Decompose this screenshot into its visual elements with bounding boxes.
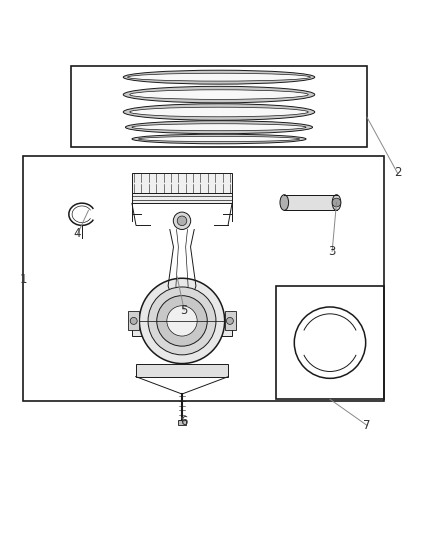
- Ellipse shape: [130, 107, 308, 117]
- Ellipse shape: [123, 70, 315, 84]
- Text: 4: 4: [74, 228, 81, 240]
- Ellipse shape: [138, 136, 300, 142]
- Circle shape: [173, 212, 191, 230]
- Bar: [132, 192, 232, 204]
- Bar: [128, 311, 139, 330]
- Ellipse shape: [125, 120, 313, 134]
- Ellipse shape: [132, 134, 306, 144]
- Circle shape: [130, 318, 137, 325]
- Circle shape: [148, 287, 216, 355]
- Bar: [225, 311, 236, 330]
- Text: 5: 5: [180, 303, 188, 317]
- Text: 7: 7: [363, 419, 371, 432]
- Bar: [71, 66, 367, 147]
- Circle shape: [167, 306, 197, 336]
- Circle shape: [139, 278, 225, 364]
- Circle shape: [226, 318, 233, 325]
- Text: 1: 1: [19, 273, 27, 286]
- Text: 2: 2: [394, 166, 401, 180]
- Ellipse shape: [123, 86, 315, 103]
- Text: 3: 3: [328, 245, 336, 258]
- Circle shape: [177, 216, 187, 225]
- Bar: [276, 286, 385, 399]
- Ellipse shape: [127, 73, 311, 81]
- Circle shape: [332, 198, 341, 207]
- Ellipse shape: [332, 195, 341, 211]
- Bar: [284, 195, 336, 211]
- Bar: [132, 314, 232, 336]
- Ellipse shape: [130, 90, 308, 99]
- Bar: [23, 156, 385, 401]
- Bar: [136, 364, 228, 377]
- Bar: [178, 420, 186, 425]
- Ellipse shape: [123, 104, 315, 120]
- Ellipse shape: [132, 124, 306, 131]
- Ellipse shape: [280, 195, 289, 211]
- Circle shape: [157, 296, 207, 346]
- Text: 6: 6: [180, 415, 188, 427]
- Bar: [132, 173, 232, 192]
